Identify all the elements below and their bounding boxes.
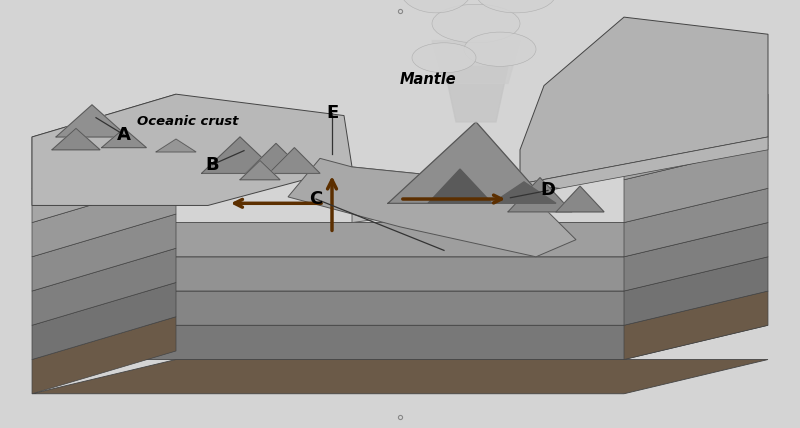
Polygon shape	[352, 167, 560, 223]
Polygon shape	[492, 182, 556, 203]
Polygon shape	[288, 158, 576, 257]
Polygon shape	[56, 105, 128, 137]
Polygon shape	[624, 257, 768, 325]
Polygon shape	[202, 137, 278, 173]
Polygon shape	[624, 223, 768, 291]
Polygon shape	[428, 169, 492, 203]
Ellipse shape	[400, 0, 472, 13]
Polygon shape	[520, 137, 768, 188]
Polygon shape	[32, 248, 176, 325]
Polygon shape	[246, 143, 306, 173]
Text: B: B	[205, 156, 219, 174]
Polygon shape	[388, 122, 548, 203]
Text: E: E	[326, 104, 338, 122]
Polygon shape	[520, 17, 768, 184]
Polygon shape	[32, 360, 768, 394]
Polygon shape	[432, 41, 520, 83]
Polygon shape	[624, 94, 768, 180]
Polygon shape	[32, 94, 352, 205]
Text: C: C	[310, 190, 322, 208]
Polygon shape	[32, 291, 768, 325]
Text: Oceanic crust: Oceanic crust	[138, 116, 238, 128]
Polygon shape	[444, 66, 508, 122]
Polygon shape	[32, 146, 176, 223]
Polygon shape	[624, 146, 768, 223]
Polygon shape	[102, 128, 146, 148]
Text: D: D	[541, 181, 555, 199]
Polygon shape	[556, 186, 604, 212]
Polygon shape	[624, 188, 768, 257]
Polygon shape	[32, 223, 768, 257]
Ellipse shape	[432, 4, 520, 43]
Polygon shape	[32, 325, 768, 360]
Polygon shape	[32, 317, 176, 394]
Polygon shape	[508, 178, 572, 212]
Polygon shape	[32, 282, 176, 360]
Text: A: A	[117, 126, 131, 144]
Ellipse shape	[412, 43, 476, 73]
Polygon shape	[156, 139, 196, 152]
Ellipse shape	[476, 0, 556, 13]
Polygon shape	[269, 148, 320, 173]
Polygon shape	[32, 257, 768, 291]
Polygon shape	[52, 128, 100, 150]
Polygon shape	[624, 291, 768, 360]
Polygon shape	[32, 180, 176, 257]
Polygon shape	[32, 94, 176, 188]
Polygon shape	[32, 214, 176, 291]
Text: Mantle: Mantle	[400, 71, 456, 87]
Ellipse shape	[464, 32, 536, 66]
Polygon shape	[240, 160, 280, 180]
